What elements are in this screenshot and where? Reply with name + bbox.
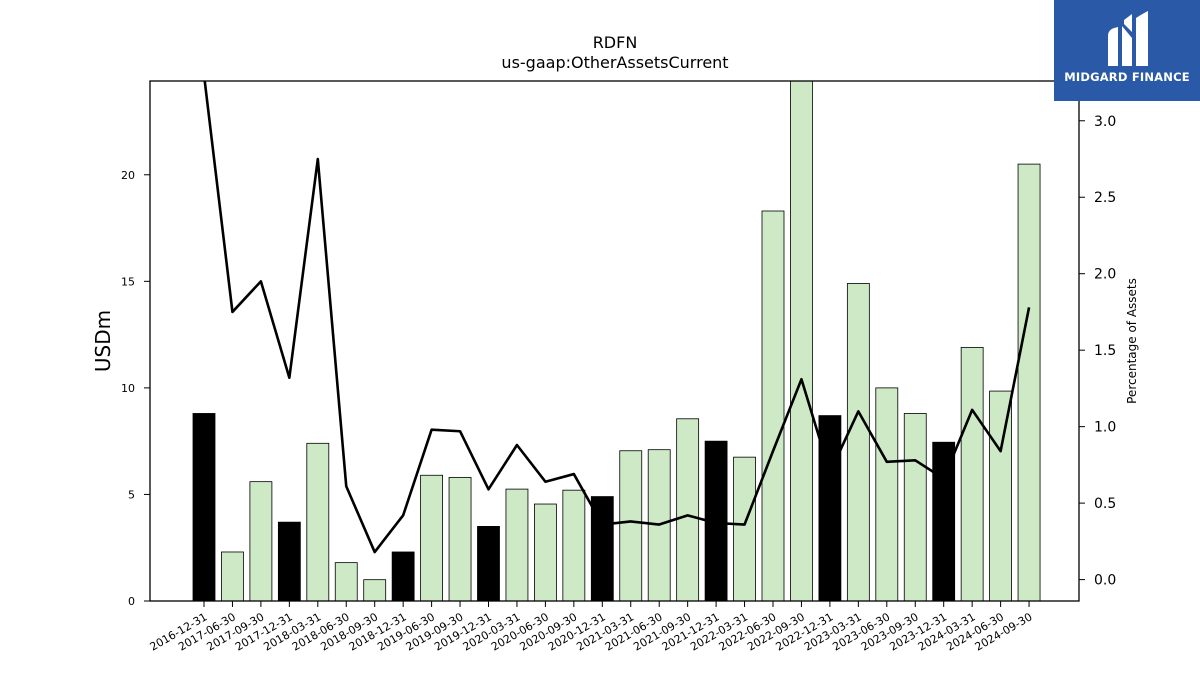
bar-2020-09-30 bbox=[562, 489, 586, 601]
bar-2022-06-30 bbox=[761, 210, 785, 601]
bar-2019-06-30 bbox=[420, 474, 444, 601]
bar-2024-06-30 bbox=[989, 390, 1012, 601]
bar-2023-06-30 bbox=[875, 387, 899, 601]
y2-axis-label: Percentage of Assets bbox=[1125, 278, 1139, 404]
y2-tick-label: 1.5 bbox=[1094, 343, 1116, 359]
chart-title: RDFN bbox=[593, 33, 638, 52]
bar-2018-03-31 bbox=[306, 442, 330, 601]
y-axis-left: 0 5 10 15 20 bbox=[121, 169, 150, 608]
bar-2024-09-30 bbox=[1017, 163, 1041, 601]
bar-2018-06-30 bbox=[334, 562, 358, 601]
bar-2020-03-31 bbox=[505, 488, 529, 601]
bar-2017-06-30 bbox=[221, 551, 244, 601]
bar-2019-09-30 bbox=[448, 476, 472, 601]
logo-icon bbox=[1108, 11, 1148, 66]
y-tick-label: 0 bbox=[128, 595, 135, 608]
bar-2024-03-31 bbox=[960, 346, 984, 601]
y-tick-label: 5 bbox=[128, 488, 135, 501]
bar-2017-12-31 bbox=[277, 521, 301, 601]
logo-text: MIDGARD FINANCE bbox=[1064, 70, 1190, 84]
logo: MIDGARD FINANCE bbox=[1054, 0, 1200, 101]
y2-tick-label: 0.0 bbox=[1094, 573, 1116, 589]
x-axis: 2016-12-312017-06-302017-09-302017-12-31… bbox=[148, 601, 1035, 654]
bar-series bbox=[192, 81, 1041, 601]
bar-2023-12-31 bbox=[932, 441, 956, 601]
bar-2023-03-31 bbox=[846, 283, 870, 601]
bar-2018-12-31 bbox=[391, 551, 415, 601]
y2-tick-label: 3.0 bbox=[1094, 114, 1116, 130]
bar-2020-06-30 bbox=[534, 503, 557, 601]
y-axis-label: USDm bbox=[91, 310, 115, 372]
bar-2017-09-30 bbox=[249, 481, 273, 601]
bar-2019-12-31 bbox=[477, 526, 500, 601]
bar-2018-09-30 bbox=[363, 579, 387, 601]
y2-tick-label: 1.0 bbox=[1094, 420, 1116, 436]
bar-2022-03-31 bbox=[733, 456, 756, 601]
y-axis-right: 0.0 0.5 1.0 1.5 2.0 2.5 3.0 bbox=[1079, 114, 1116, 589]
bar-2021-03-31 bbox=[619, 450, 643, 601]
y-tick-label: 15 bbox=[121, 275, 135, 288]
bar-2022-09-30 bbox=[790, 81, 813, 601]
y-tick-label: 10 bbox=[121, 382, 135, 395]
bar-2023-09-30 bbox=[903, 413, 927, 601]
chart-subtitle: us-gaap:OtherAssetsCurrent bbox=[501, 53, 728, 72]
y2-tick-label: 0.5 bbox=[1094, 496, 1116, 512]
line-series bbox=[203, 81, 1031, 554]
bar-2016-12-31 bbox=[192, 413, 216, 601]
bar-2021-09-30 bbox=[676, 418, 700, 601]
y-tick-label: 20 bbox=[121, 169, 135, 182]
percentage-line bbox=[203, 81, 1031, 554]
y2-tick-label: 2.5 bbox=[1094, 190, 1116, 206]
y2-tick-label: 2.0 bbox=[1094, 267, 1116, 283]
plot-frame bbox=[149, 80, 1080, 602]
